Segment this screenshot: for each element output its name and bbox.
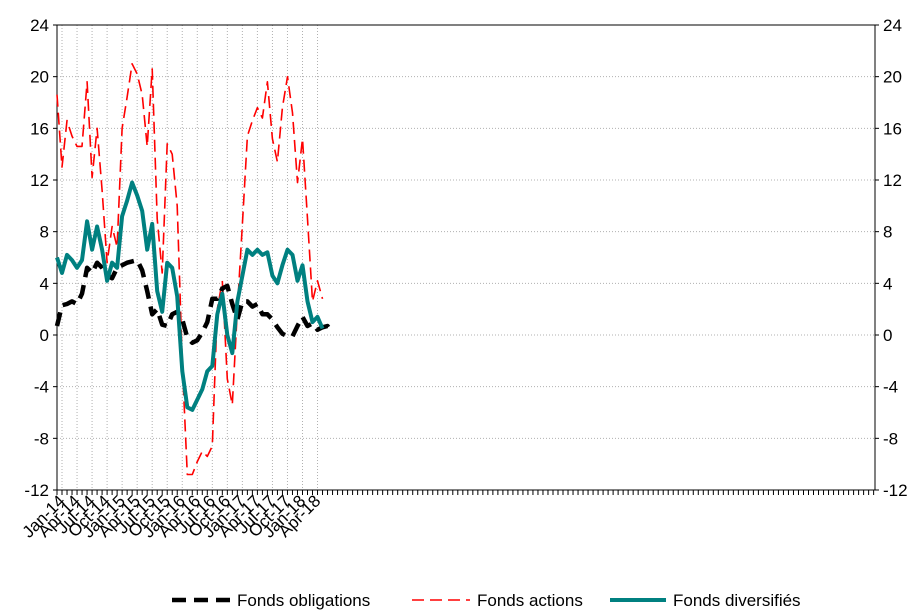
grid — [57, 25, 875, 490]
y-tick-label-right: 8 — [883, 223, 892, 242]
y-tick-label-right: 24 — [883, 16, 902, 35]
y-tick-label-left: 16 — [30, 119, 49, 138]
y-tick-label-left: -8 — [34, 429, 49, 448]
y-tick-label-right: 4 — [883, 274, 892, 293]
y-tick-label-right: -8 — [883, 429, 898, 448]
y-tick-label-right: 12 — [883, 171, 902, 190]
legend: Fonds obligations Fonds actions Fonds dive… — [172, 591, 801, 610]
y-axis-ticks: -12 -12 -8 -8 -4 -4 0 0 4 4 8 8 12 12 16 16 20 20 24 24 — [24, 16, 907, 500]
series-lines — [54, 62, 335, 476]
series-line-1 — [56, 62, 324, 476]
y-tick-label-right: -4 — [883, 378, 898, 397]
y-tick-label-left: 12 — [30, 171, 49, 190]
plot-area — [56, 24, 876, 491]
y-tick-label-left: 4 — [40, 274, 49, 293]
y-tick-label-left: 8 — [40, 223, 49, 242]
y-tick-label-left: 24 — [30, 16, 49, 35]
y-tick-label-right: -12 — [883, 481, 908, 500]
y-tick-label-right: 0 — [883, 326, 892, 345]
legend-label-0: Fonds obligations — [237, 591, 370, 610]
y-tick-label-left: 20 — [30, 68, 49, 87]
x-axis-ticks: Jan-14Apr-14Jul-14Oct-14Jan-15Apr-15Jul-… — [19, 490, 875, 542]
series-line-2 — [55, 180, 325, 412]
series-line-0 — [54, 257, 335, 346]
y-tick-label-right: 20 — [883, 68, 902, 87]
y-tick-label-left: 0 — [40, 326, 49, 345]
y-tick-label-left: -4 — [34, 378, 49, 397]
legend-label-1: Fonds actions — [477, 591, 583, 610]
legend-label-2: Fonds diversifiés — [673, 591, 801, 610]
y-tick-label-left: -12 — [24, 481, 49, 500]
y-tick-label-right: 16 — [883, 119, 902, 138]
